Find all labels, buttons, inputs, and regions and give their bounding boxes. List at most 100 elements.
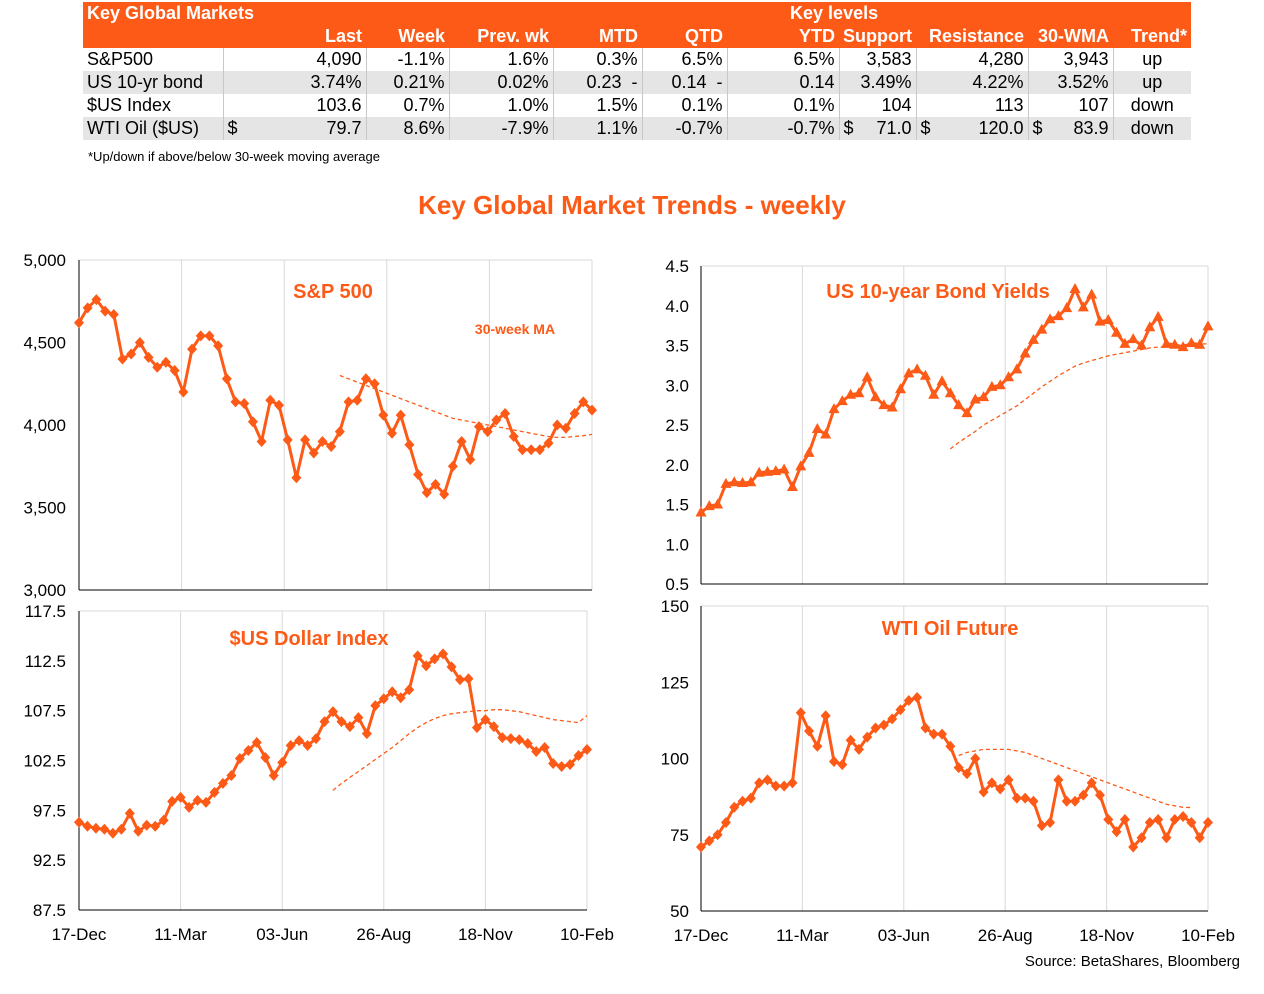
row-trend: up bbox=[1142, 72, 1163, 92]
data-point bbox=[234, 753, 245, 765]
y-tick-label: 102.5 bbox=[23, 752, 66, 771]
data-point bbox=[141, 819, 152, 831]
row-week: -1.1% bbox=[366, 48, 450, 71]
data-point bbox=[1169, 338, 1181, 349]
data-point bbox=[343, 396, 354, 408]
data-point bbox=[1070, 795, 1081, 807]
row-resistance: $120.0 bbox=[916, 117, 1029, 140]
data-point bbox=[745, 476, 757, 487]
x-tick-label: 17-Dec bbox=[674, 926, 729, 945]
data-point bbox=[1136, 832, 1147, 844]
row-name: $US Index bbox=[83, 94, 224, 117]
data-point bbox=[552, 419, 563, 431]
data-point bbox=[1161, 832, 1172, 844]
data-point bbox=[1011, 792, 1022, 804]
data-point bbox=[446, 661, 457, 673]
data-point bbox=[505, 733, 516, 745]
data-point bbox=[412, 650, 423, 662]
data-point bbox=[239, 398, 250, 410]
data-point bbox=[265, 394, 276, 406]
data-point bbox=[311, 733, 322, 745]
row-resistance: 4.22% bbox=[916, 71, 1029, 94]
data-point bbox=[803, 446, 815, 457]
data-point bbox=[556, 760, 567, 772]
y-tick-label: 3,500 bbox=[23, 499, 66, 518]
row-last: 4,090 bbox=[223, 48, 367, 71]
row-trend: up bbox=[1142, 49, 1163, 69]
data-point bbox=[1127, 333, 1139, 344]
data-point bbox=[1019, 347, 1031, 358]
data-point bbox=[862, 731, 873, 743]
x-tick-label: 17-Dec bbox=[52, 925, 107, 944]
data-point bbox=[695, 506, 707, 517]
row-week: 8.6% bbox=[366, 117, 450, 140]
data-point bbox=[870, 722, 881, 734]
row-name: WTI Oil ($US) bbox=[83, 117, 224, 140]
data-point bbox=[928, 388, 940, 399]
row-last: 3.74% bbox=[223, 71, 367, 94]
x-tick-label: 18-Nov bbox=[458, 925, 513, 944]
data-point bbox=[878, 399, 890, 410]
row-ytd: 6.5% bbox=[727, 48, 840, 71]
data-point bbox=[480, 714, 491, 726]
data-point bbox=[195, 330, 206, 342]
data-point bbox=[737, 477, 749, 488]
data-point bbox=[526, 444, 537, 456]
data-point bbox=[1003, 371, 1015, 382]
data-point bbox=[787, 777, 798, 789]
data-point bbox=[886, 401, 898, 412]
table-footnote: *Up/down if above/below 30-week moving a… bbox=[88, 149, 380, 164]
data-point bbox=[387, 686, 398, 698]
data-point bbox=[1128, 841, 1139, 853]
data-point bbox=[74, 816, 84, 828]
data-point bbox=[217, 777, 228, 789]
data-point bbox=[1203, 817, 1213, 829]
data-point bbox=[1178, 810, 1189, 822]
data-point bbox=[969, 393, 981, 404]
data-point bbox=[1027, 333, 1039, 344]
data-point bbox=[455, 674, 465, 686]
row-ytd: -0.7% bbox=[727, 117, 840, 140]
data-point bbox=[837, 759, 848, 771]
data-point bbox=[878, 719, 889, 731]
data-point bbox=[1102, 314, 1114, 325]
row-last: $79.7 bbox=[223, 117, 367, 140]
data-point bbox=[1045, 817, 1056, 829]
data-point bbox=[861, 371, 873, 382]
data-point bbox=[543, 437, 554, 449]
data-point bbox=[1094, 789, 1105, 801]
data-point bbox=[945, 740, 956, 752]
data-point bbox=[99, 823, 110, 835]
data-point bbox=[413, 469, 424, 480]
data-point bbox=[152, 361, 163, 373]
data-point bbox=[1077, 301, 1089, 312]
data-point bbox=[361, 728, 372, 740]
data-point bbox=[500, 407, 511, 419]
data-point bbox=[582, 744, 592, 756]
data-point bbox=[779, 780, 790, 792]
data-point bbox=[986, 380, 998, 391]
data-point bbox=[471, 722, 482, 734]
data-point bbox=[117, 353, 128, 365]
data-point bbox=[1119, 814, 1130, 825]
data-point bbox=[970, 753, 981, 764]
chart-title: S&P 500 bbox=[293, 281, 373, 303]
data-point bbox=[247, 416, 258, 428]
data-point bbox=[302, 740, 313, 752]
data-point bbox=[1036, 323, 1048, 334]
data-point bbox=[100, 305, 111, 317]
currency-symbol: $ bbox=[920, 118, 931, 138]
data-point bbox=[184, 801, 195, 813]
series-line-price bbox=[700, 696, 1210, 849]
y-tick-label: 107.5 bbox=[23, 702, 66, 721]
data-point bbox=[456, 436, 467, 447]
table-row: S&P500 4,090 -1.1% 1.6% 0.3% 6.5% 6.5% 3… bbox=[83, 48, 1191, 71]
data-point bbox=[352, 394, 363, 406]
data-point bbox=[1194, 338, 1206, 349]
series-line-30wma bbox=[958, 748, 1192, 809]
row-prev: -7.9% bbox=[449, 117, 554, 140]
data-point bbox=[729, 801, 740, 813]
data-point bbox=[770, 465, 782, 476]
data-point bbox=[573, 750, 584, 762]
